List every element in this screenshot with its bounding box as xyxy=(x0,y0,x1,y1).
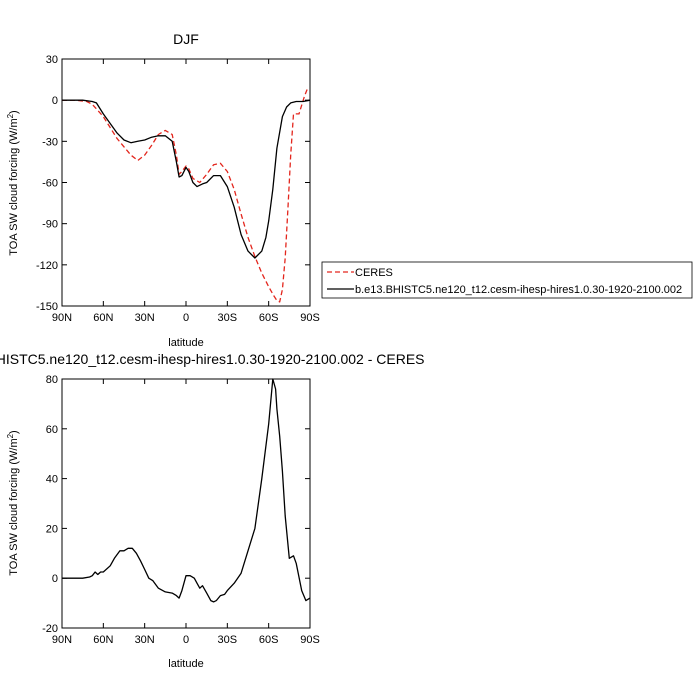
x-tick-label: 60S xyxy=(259,634,279,646)
x-tick-label: 60N xyxy=(93,312,113,324)
y-tick-label: -150 xyxy=(36,301,58,313)
legend-box xyxy=(321,261,693,299)
y-tick-label: 0 xyxy=(52,95,58,107)
x-tick-label: 60N xyxy=(93,634,113,646)
y-tick-label: 60 xyxy=(46,424,58,436)
plot-frame xyxy=(61,58,311,307)
legend: CERES b.e13.BHISTC5.ne120_t12.cesm-ihesp… xyxy=(321,261,693,299)
top-plot-area: 90N 60N 30N 0 30S 60S 90S 30 0 -30 -60 -90 -120 -150 xyxy=(36,54,320,324)
x-tick-label: 30N xyxy=(135,634,155,646)
series-line-model xyxy=(62,99,311,259)
y-tick-label: -30 xyxy=(42,136,58,148)
bottom-x-axis-label: latitude xyxy=(168,658,203,670)
bottom-panel-title: b.e13.BHISTC5.ne120_t12.cesm-ihesp-hires… xyxy=(0,351,425,367)
x-tick-label: 0 xyxy=(183,312,189,324)
y-tick-label: 40 xyxy=(46,474,58,486)
x-tick-label: 90S xyxy=(300,312,320,324)
bottom-y-axis-label: TOA SW cloud forcing (W/m2) xyxy=(6,430,20,575)
y-tick-label: -20 xyxy=(42,623,58,635)
top-panel: DJF 90N 60N 30N 0 30S 60S 90S 30 0 -30 -60 -90 -120 -… xyxy=(6,31,320,349)
top-y-axis-label: TOA SW cloud forcing (W/m2) xyxy=(6,110,20,255)
y-tick-label: 80 xyxy=(46,374,58,386)
legend-label-model: b.e13.BHISTC5.ne120_t12.cesm-ihesp-hires… xyxy=(355,284,682,296)
series-line-difference xyxy=(62,378,311,603)
y-tick-label: -60 xyxy=(42,178,58,190)
y-tick-label: 20 xyxy=(46,523,58,535)
x-tick-label: 90S xyxy=(300,634,320,646)
y-tick-label: -120 xyxy=(36,260,58,272)
plot-frame xyxy=(61,378,311,629)
y-tick-label: 30 xyxy=(46,54,58,66)
x-tick-label: 30N xyxy=(135,312,155,324)
x-tick-label: 30S xyxy=(218,634,238,646)
legend-label-ceres: CERES xyxy=(355,267,393,279)
series-line-ceres xyxy=(62,88,308,303)
x-tick-label: 0 xyxy=(183,634,189,646)
x-tick-label: 30S xyxy=(218,312,238,324)
x-tick-label: 90N xyxy=(52,634,72,646)
bottom-plot-area: 90N 60N 30N 0 30S 60S 90S 80 60 40 20 0 -20 xyxy=(42,374,320,646)
bottom-panel: b.e13.BHISTC5.ne120_t12.cesm-ihesp-hires… xyxy=(0,351,425,670)
y-tick-label: -90 xyxy=(42,219,58,231)
y-tick-label: 0 xyxy=(52,573,58,585)
top-panel-title: DJF xyxy=(173,31,199,47)
top-x-axis-label: latitude xyxy=(168,337,203,349)
x-tick-label: 90N xyxy=(52,312,72,324)
x-tick-label: 60S xyxy=(259,312,279,324)
